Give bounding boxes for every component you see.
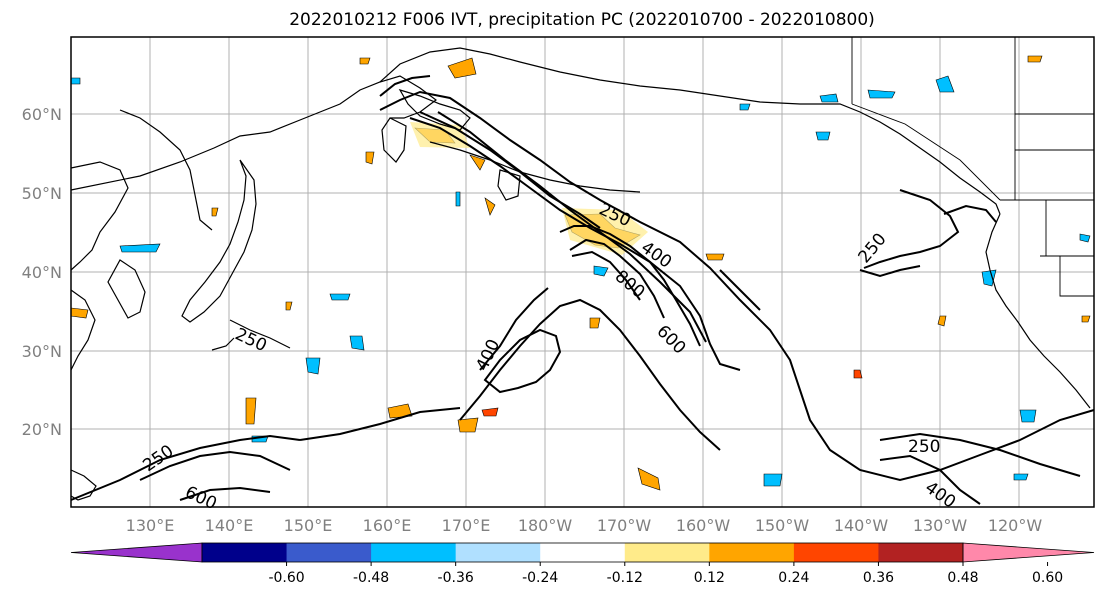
colorbar-label: 0.48 xyxy=(947,570,978,586)
gridlines xyxy=(71,37,1094,507)
lat-label: 40°N xyxy=(22,263,62,282)
latitude-labels: 60°N 50°N 40°N 30°N 20°N xyxy=(22,105,62,439)
lon-label: 180°W xyxy=(518,516,573,535)
lon-label: 140°E xyxy=(205,516,254,535)
map-frame xyxy=(70,36,1095,508)
colorbar-segment xyxy=(878,543,964,562)
ivt-contours xyxy=(70,75,1095,505)
contour-label: 250 xyxy=(908,437,940,457)
colorbar-label: -0.24 xyxy=(522,570,558,586)
colorbar-label: 0.60 xyxy=(1032,570,1063,586)
coastlines xyxy=(70,47,1091,501)
map-title: 2022010212 F006 IVT, precipitation PC (2… xyxy=(289,10,875,30)
colorbar-segment xyxy=(624,543,710,562)
lon-label: 130°W xyxy=(913,516,968,535)
colorbar-label: -0.48 xyxy=(353,570,389,586)
lon-label: 150°W xyxy=(755,516,810,535)
borders xyxy=(851,37,1094,297)
colorbar-label: -0.12 xyxy=(607,570,643,586)
colorbar-label: 0.24 xyxy=(778,570,809,586)
colorbar-segment xyxy=(371,543,457,562)
colorbar-segment xyxy=(540,543,626,562)
colorbar-outline xyxy=(201,542,964,563)
lon-label: 130°E xyxy=(126,516,175,535)
colorbar-segment xyxy=(709,543,795,562)
lon-label: 160°E xyxy=(363,516,412,535)
lon-label: 170°E xyxy=(442,516,491,535)
lon-label: 170°W xyxy=(597,516,652,535)
colorbar-label: -0.60 xyxy=(268,570,304,586)
precip-negative-shading xyxy=(70,75,1091,487)
colorbar-extend-high xyxy=(962,542,1095,563)
lon-label: 160°W xyxy=(676,516,731,535)
longitude-labels: 130°E 140°E 150°E 160°E 170°E 180°W 170°… xyxy=(126,516,1043,535)
colorbar-label: 0.12 xyxy=(694,570,725,586)
lon-label: 150°E xyxy=(284,516,333,535)
colorbar-label: -0.36 xyxy=(438,570,474,586)
colorbar-label: 0.36 xyxy=(863,570,894,586)
colorbar: -0.60 -0.48 -0.36 -0.24 -0.12 0.12 0.24 0.36 0.4… xyxy=(70,542,1095,586)
lon-label: 120°W xyxy=(988,516,1043,535)
lon-label: 140°W xyxy=(834,516,889,535)
lat-label: 30°N xyxy=(22,342,62,361)
lat-label: 60°N xyxy=(22,105,62,124)
colorbar-segment xyxy=(202,543,288,562)
colorbar-segment xyxy=(793,543,879,562)
lat-label: 50°N xyxy=(22,184,62,203)
colorbar-segment xyxy=(286,543,372,562)
lat-label: 20°N xyxy=(22,420,62,439)
colorbar-extend-low xyxy=(70,542,203,563)
colorbar-segment xyxy=(455,543,541,562)
